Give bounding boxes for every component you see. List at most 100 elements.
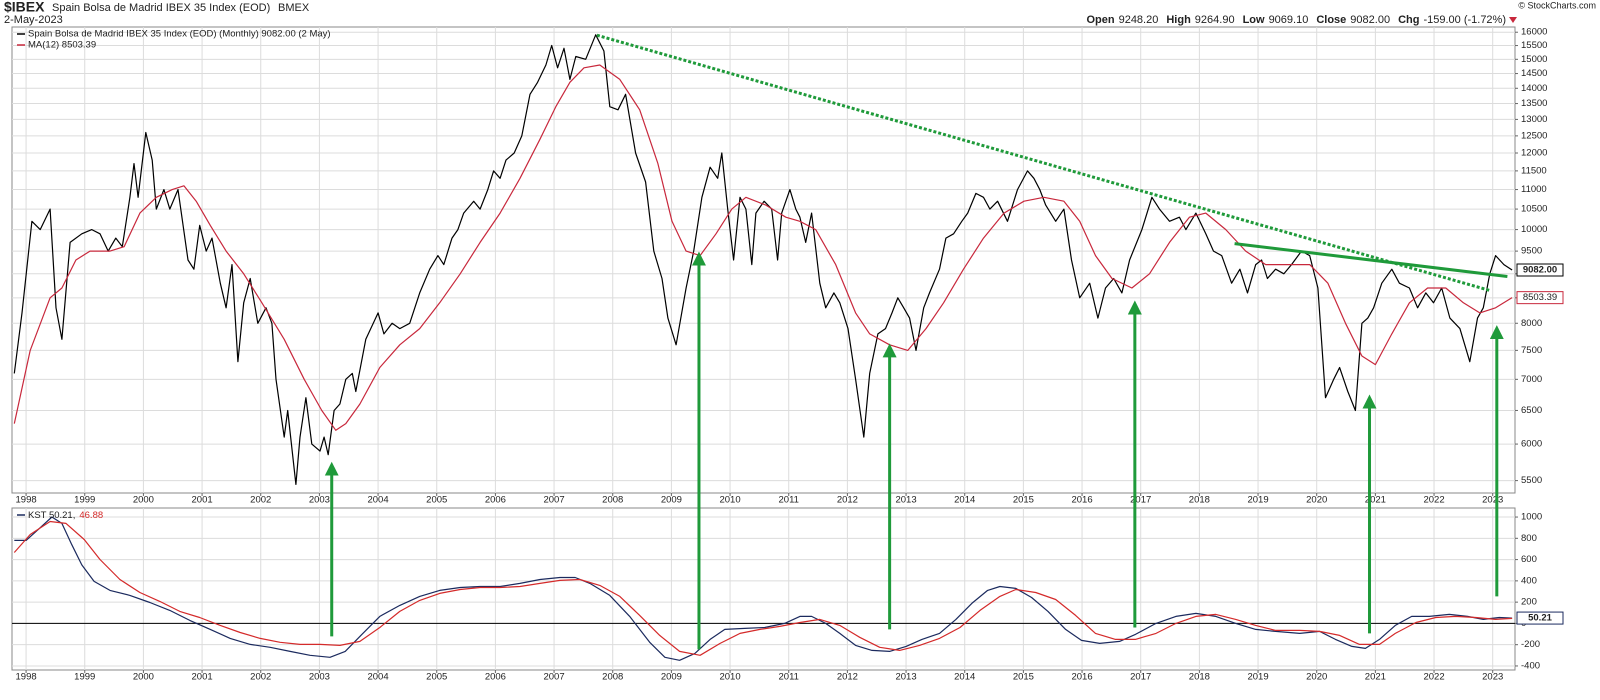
quote-label: High xyxy=(1166,14,1191,26)
quote: Open 9248.20 High 9264.90 Low 9069.10 Close 908… xyxy=(1086,14,1506,26)
x-tick-label: 2005 xyxy=(426,495,447,506)
x-tick-label: 2017 xyxy=(1130,672,1151,683)
legend-label: KST 50.21, xyxy=(28,510,75,521)
y-tick-label: 8000 xyxy=(1521,318,1542,329)
x-tick-label: 2007 xyxy=(543,672,564,683)
x-tick-label: 2013 xyxy=(895,495,916,506)
end-label-box xyxy=(1516,611,1564,625)
quote-value: 9264.90 xyxy=(1195,14,1235,26)
x-tick-label: 2022 xyxy=(1423,672,1444,683)
y-tick-label: 10000 xyxy=(1521,224,1547,235)
y-tick-label: -400 xyxy=(1521,660,1540,671)
x-tick-label: 2006 xyxy=(485,672,506,683)
x-tick-label: 2022 xyxy=(1423,495,1444,506)
plot-layer xyxy=(12,508,1515,670)
x-tick-label: 2004 xyxy=(367,495,388,506)
quote-label: Open xyxy=(1086,14,1114,26)
x-tick-label: 2001 xyxy=(192,672,213,683)
date: 2-May-2023 xyxy=(4,14,63,26)
y-tick-label: 800 xyxy=(1521,533,1537,544)
y-tick-label: 16000 xyxy=(1521,27,1547,38)
y-tick-label: 5500 xyxy=(1521,475,1542,486)
y-tick-label: 400 xyxy=(1521,575,1537,586)
x-tick-label: 2014 xyxy=(954,672,975,683)
symbol: $IBEX xyxy=(4,0,45,15)
quote-label: Chg xyxy=(1398,14,1419,26)
end-label-box xyxy=(1516,291,1564,305)
x-tick-label: 2019 xyxy=(1247,672,1268,683)
x-tick-label: 1998 xyxy=(16,672,37,683)
x-tick-label: 2006 xyxy=(485,495,506,506)
plot-layer xyxy=(12,27,1515,493)
legend: KST 50.21, 46.88 xyxy=(28,510,103,521)
x-tick-label: 2004 xyxy=(367,672,388,683)
x-tick-label: 2016 xyxy=(1071,495,1092,506)
y-tick-label: 6000 xyxy=(1521,439,1542,450)
y-tick-label: 7500 xyxy=(1521,345,1542,356)
x-tick-label: 2000 xyxy=(133,672,154,683)
x-tick-label: 2010 xyxy=(719,672,740,683)
legend-label: 46.88 xyxy=(79,510,103,521)
x-tick-label: 2014 xyxy=(954,495,975,506)
quote-value: -159.00 (-1.72%) xyxy=(1423,14,1506,26)
x-tick-label: 2001 xyxy=(192,495,213,506)
y-tick-label: 12000 xyxy=(1521,148,1547,159)
x-tick-label: 2021 xyxy=(1365,672,1386,683)
quote-value: 9082.00 xyxy=(1350,14,1390,26)
x-tick-label: 2011 xyxy=(779,495,799,506)
down-indicator xyxy=(1509,17,1517,23)
x-tick-label: 2002 xyxy=(250,672,271,683)
x-tick-label: 2007 xyxy=(543,495,564,506)
y-tick-label: 14500 xyxy=(1521,68,1547,79)
x-tick-label: 2023 xyxy=(1482,495,1503,506)
y-tick-label: 11500 xyxy=(1521,165,1547,176)
x-tick-label: 2018 xyxy=(1189,672,1210,683)
y-tick-label: -200 xyxy=(1521,639,1540,650)
x-tick-label: 2008 xyxy=(602,672,623,683)
y-tick-label: 600 xyxy=(1521,554,1537,565)
series-line xyxy=(13,520,1513,656)
y-tick-label: 10500 xyxy=(1521,204,1547,215)
y-tick-label: 6500 xyxy=(1521,405,1542,416)
x-tick-label: 2020 xyxy=(1306,495,1327,506)
quote-value: 9248.20 xyxy=(1119,14,1159,26)
series-line xyxy=(13,64,1513,431)
end-label: 9082.00 xyxy=(1523,265,1557,276)
x-tick-label: 2008 xyxy=(602,495,623,506)
x-tick-label: 2000 xyxy=(133,495,154,506)
y-tick-label: 1000 xyxy=(1521,512,1542,523)
y-tick-label: 13000 xyxy=(1521,114,1547,125)
x-tick-label: 1998 xyxy=(16,495,37,506)
x-tick-label: 2021 xyxy=(1365,495,1386,506)
x-tick-label: 2002 xyxy=(250,495,271,506)
x-tick-label: 2010 xyxy=(719,495,740,506)
x-tick-label: 2009 xyxy=(661,672,682,683)
legend-label: Spain Bolsa de Madrid IBEX 35 Index (EOD… xyxy=(28,29,331,40)
plot-area xyxy=(11,507,1516,671)
x-tick-label: 2003 xyxy=(309,495,330,506)
x-tick-label: 2003 xyxy=(309,672,330,683)
y-tick-label: 7000 xyxy=(1521,374,1542,385)
security-name: Spain Bolsa de Madrid IBEX 35 Index (EOD… xyxy=(52,2,270,14)
quote-label: Low xyxy=(1243,14,1265,26)
x-tick-label: 2012 xyxy=(837,672,858,683)
plot-area xyxy=(11,26,1516,494)
y-tick-label: 15500 xyxy=(1521,40,1547,51)
end-label: 8503.39 xyxy=(1523,292,1557,303)
x-tick-label: 1999 xyxy=(74,672,95,683)
x-tick-label: 2019 xyxy=(1247,495,1268,506)
x-tick-label: 2018 xyxy=(1189,495,1210,506)
y-tick-label: 9500 xyxy=(1521,246,1542,257)
end-label: 50.21 xyxy=(1528,613,1552,624)
series-line xyxy=(13,34,1513,485)
x-tick-label: 2013 xyxy=(895,672,916,683)
legend-label: MA(12) 8503.39 xyxy=(28,40,96,51)
y-tick-label: 13500 xyxy=(1521,98,1547,109)
x-tick-label: 2023 xyxy=(1482,672,1503,683)
series-line xyxy=(14,516,1513,661)
x-tick-label: 2012 xyxy=(837,495,858,506)
x-tick-label: 2020 xyxy=(1306,672,1327,683)
copyright: © StockCharts.com xyxy=(1518,0,1596,10)
